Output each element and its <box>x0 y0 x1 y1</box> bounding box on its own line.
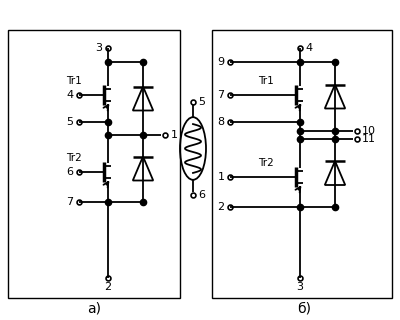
Text: 9: 9 <box>218 57 224 67</box>
Text: Tr2: Tr2 <box>258 158 274 168</box>
Text: 8: 8 <box>218 117 224 127</box>
Text: 7: 7 <box>66 197 74 207</box>
Text: 5: 5 <box>198 97 206 107</box>
Text: Tr2: Tr2 <box>66 153 82 163</box>
Text: 6: 6 <box>198 190 206 200</box>
Text: 10: 10 <box>362 126 376 136</box>
Text: 5: 5 <box>66 117 74 127</box>
Text: 6: 6 <box>66 167 74 177</box>
Bar <box>212 30 392 298</box>
Text: Tr1: Tr1 <box>258 76 274 86</box>
Text: 3: 3 <box>296 282 304 292</box>
Bar <box>8 30 180 298</box>
Text: 1: 1 <box>170 130 178 140</box>
Text: б): б) <box>297 302 311 316</box>
Text: 7: 7 <box>218 90 224 100</box>
Text: 1: 1 <box>218 172 224 182</box>
Text: Tr1: Tr1 <box>66 76 82 86</box>
Text: 11: 11 <box>362 134 376 144</box>
Text: 2: 2 <box>104 282 112 292</box>
Text: 3: 3 <box>96 43 102 53</box>
Text: 4: 4 <box>306 43 312 53</box>
Text: а): а) <box>87 302 101 316</box>
Text: 4: 4 <box>66 90 74 100</box>
Text: 2: 2 <box>218 202 224 212</box>
